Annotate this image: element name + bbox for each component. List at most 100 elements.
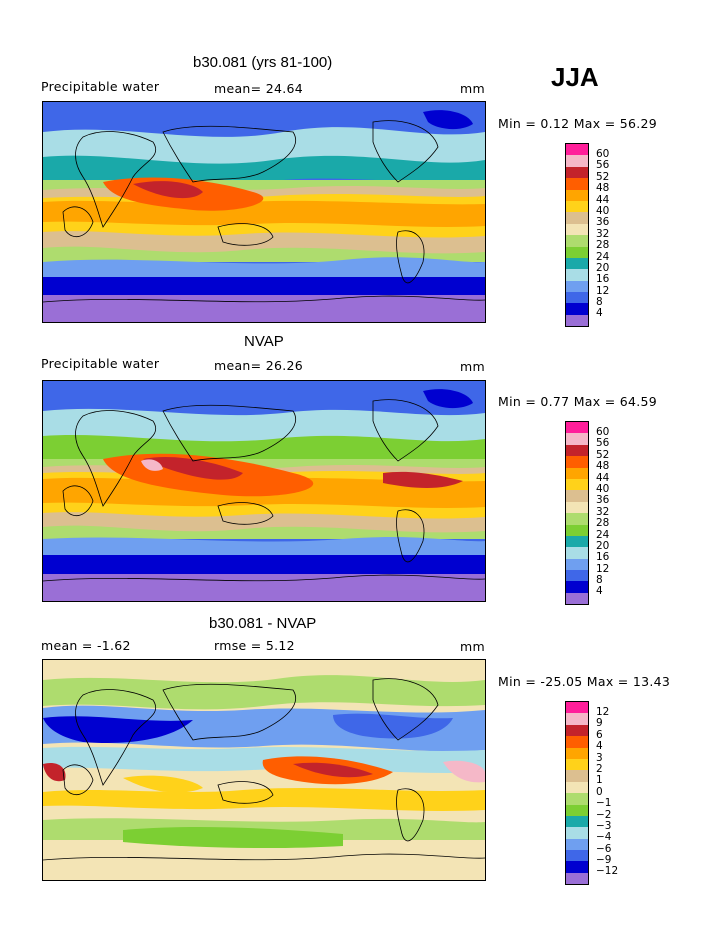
colorbar-tick-label: 4 [596, 307, 603, 320]
panel-2-title: NVAP [244, 333, 284, 350]
season-label: JJA [551, 62, 599, 92]
colorbar-tick-label: 2 [596, 762, 603, 775]
panel-1-title: b30.081 (yrs 81-100) [193, 54, 333, 71]
colorbar-swatch [566, 478, 588, 491]
colorbar-swatch [566, 558, 588, 571]
colorbar-tick-label: 8 [596, 296, 603, 309]
colorbar-swatch [566, 758, 588, 771]
colorbar-swatch [566, 713, 588, 725]
colorbar-tick-label: 36 [596, 494, 610, 507]
colorbar-swatch [566, 838, 588, 851]
panel-3-colorbar [565, 701, 589, 886]
colorbar-tick-label: 1 [596, 774, 603, 787]
colorbar-swatch [566, 166, 588, 179]
colorbar-tick-label: 8 [596, 574, 603, 587]
colorbar-swatch [566, 850, 588, 862]
colorbar-tick-label: 24 [596, 528, 610, 541]
colorbar-swatch [566, 303, 588, 315]
colorbar-swatch [566, 189, 588, 201]
colorbar-tick-label: −6 [596, 842, 612, 855]
colorbar-swatch [566, 433, 588, 445]
colorbar-tick-label: −9 [596, 854, 612, 867]
colorbar-swatch [566, 490, 588, 502]
colorbar-tick-label: 52 [596, 448, 610, 461]
colorbar-tick-label: 28 [596, 239, 610, 252]
colorbar-swatch [566, 444, 588, 457]
colorbar-tick-label: 12 [596, 284, 610, 297]
colorbar-swatch [566, 257, 588, 270]
colorbar-tick-label: 40 [596, 204, 610, 217]
colorbar-swatch [566, 793, 588, 805]
colorbar-tick-label: 60 [596, 148, 610, 160]
colorbar-tick-label: 56 [596, 159, 610, 172]
colorbar-tick-label: 20 [596, 261, 610, 274]
colorbar-swatch [566, 200, 588, 213]
colorbar-swatch [566, 314, 588, 327]
colorbar-tick-label: 32 [596, 227, 610, 240]
colorbar-swatch [566, 280, 588, 293]
colorbar-swatch [566, 223, 588, 236]
colorbar-swatch [566, 246, 588, 258]
panel-2-colorbar [565, 421, 589, 606]
panel-2-minmax-label: Min = 0.77 Max = 64.59 [498, 394, 658, 409]
colorbar-tick-label: 16 [596, 273, 610, 286]
colorbar-tick-label: 48 [596, 460, 610, 473]
colorbar-swatch [566, 524, 588, 536]
panel-1-minmax-label: Min = 0.12 Max = 56.29 [498, 116, 658, 131]
panel-2-colorbar-labels: 60 56 52 48 44 40 36 32 28 24 20 16 12 8… [596, 426, 610, 598]
colorbar-swatch [566, 827, 588, 839]
colorbar-tick-label: 9 [596, 717, 603, 730]
colorbar-tick-label: 36 [596, 216, 610, 229]
colorbar-swatch [566, 781, 588, 794]
colorbar-tick-label: 56 [596, 437, 610, 450]
panel-2-variable-label: Precipitable water [41, 356, 160, 371]
colorbar-swatch [566, 467, 588, 479]
colorbar-swatch [566, 570, 588, 582]
colorbar-tick-label: 28 [596, 517, 610, 530]
colorbar-tick-label: −12 [596, 865, 619, 878]
colorbar-swatch [566, 513, 588, 525]
panel-3-units-label: mm [460, 639, 485, 654]
colorbar-tick-label: 44 [596, 471, 610, 484]
colorbar-swatch [566, 702, 588, 714]
colorbar-swatch [566, 724, 588, 737]
colorbar-swatch [566, 178, 588, 190]
colorbar-tick-label: 4 [596, 585, 603, 598]
panel-3-colorbar-labels: 12 9 6 4 3 2 1 0 −1 −2 −3 −4 −6 −9 −12 [596, 706, 619, 878]
panel-1-mean-label: mean= 24.64 [214, 81, 303, 96]
colorbar-swatch [566, 736, 588, 748]
colorbar-tick-label: 0 [596, 785, 603, 798]
panel-1-variable-label: Precipitable water [41, 79, 160, 94]
colorbar-swatch [566, 747, 588, 759]
colorbar-tick-label: −4 [596, 831, 612, 844]
panel-1-colorbar-labels: 60 56 52 48 44 40 36 32 28 24 20 16 12 8… [596, 148, 610, 320]
colorbar-swatch [566, 212, 588, 224]
colorbar-swatch [566, 235, 588, 247]
colorbar-swatch [566, 144, 588, 156]
colorbar-tick-label: 6 [596, 728, 603, 741]
colorbar-swatch [566, 872, 588, 885]
colorbar-tick-label: 44 [596, 193, 610, 206]
panel-3-map [42, 659, 486, 881]
colorbar-tick-label: −2 [596, 808, 612, 821]
colorbar-tick-label: 24 [596, 250, 610, 263]
colorbar-swatch [566, 456, 588, 468]
colorbar-swatch [566, 581, 588, 593]
panel-2-map [42, 380, 486, 602]
colorbar-tick-label: 16 [596, 551, 610, 564]
colorbar-swatch [566, 501, 588, 514]
colorbar-swatch [566, 592, 588, 605]
colorbar-tick-label: 4 [596, 740, 603, 753]
colorbar-tick-label: 3 [596, 751, 603, 764]
colorbar-tick-label: 12 [596, 706, 610, 718]
panel-1-map [42, 101, 486, 323]
panel-2-units-label: mm [460, 359, 485, 374]
colorbar-swatch [566, 804, 588, 816]
colorbar-swatch [566, 770, 588, 782]
panel-3-rmse-label: rmse = 5.12 [214, 638, 295, 653]
colorbar-swatch [566, 535, 588, 548]
colorbar-swatch [566, 422, 588, 434]
colorbar-swatch [566, 155, 588, 167]
colorbar-swatch [566, 815, 588, 828]
colorbar-swatch [566, 292, 588, 304]
